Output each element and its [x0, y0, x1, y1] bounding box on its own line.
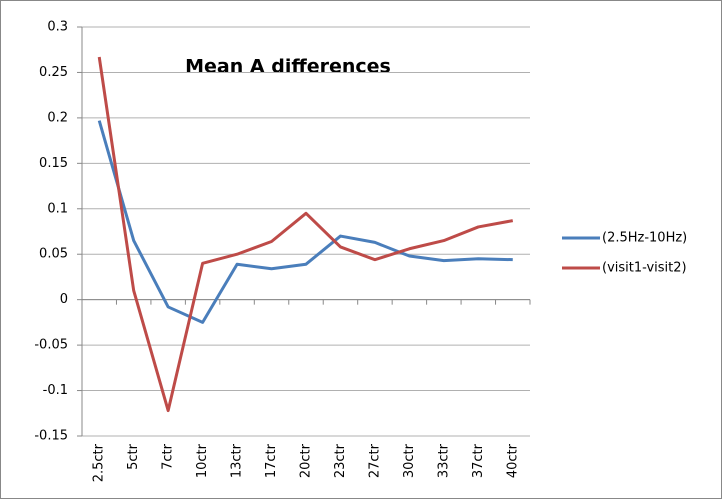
y-tick-label: 0.3	[47, 20, 68, 35]
y-tick-label: 0.15	[39, 156, 68, 171]
x-tick-label: 33ctr	[436, 443, 451, 478]
x-tick-label: 40ctr	[505, 443, 520, 478]
x-tick-label: 7ctr	[161, 443, 176, 470]
y-tick-label: -0.15	[34, 429, 68, 444]
y-tick-label: -0.05	[34, 338, 68, 353]
y-tick-label: 0	[60, 292, 68, 307]
y-tick-label: 0.1	[47, 201, 68, 216]
chart-title: Mean A differences	[185, 56, 391, 78]
x-tick-label: 17ctr	[264, 443, 279, 478]
y-tick-label: 0.05	[39, 247, 68, 262]
x-tick-label: 2.5ctr	[92, 443, 107, 482]
y-tick-label: 0.25	[39, 65, 68, 80]
y-tick-label: 0.2	[47, 110, 68, 125]
x-tick-label: 20ctr	[299, 443, 314, 478]
data-line	[97, 120, 513, 324]
x-tick-label: 13ctr	[230, 443, 245, 478]
x-tick-label: 37ctr	[471, 443, 486, 478]
legend-label: (visit1-visit2)	[602, 261, 687, 276]
legend-label: (2.5Hz-10Hz)	[602, 231, 687, 246]
x-tick-label: 23ctr	[333, 443, 348, 478]
x-tick-label: 30ctr	[402, 443, 417, 478]
x-tick-label: 5ctr	[126, 443, 141, 470]
x-tick-label: 27ctr	[367, 443, 382, 478]
y-tick-label: -0.1	[43, 383, 68, 398]
data-line	[97, 56, 514, 413]
x-tick-label: 10ctr	[195, 443, 210, 478]
